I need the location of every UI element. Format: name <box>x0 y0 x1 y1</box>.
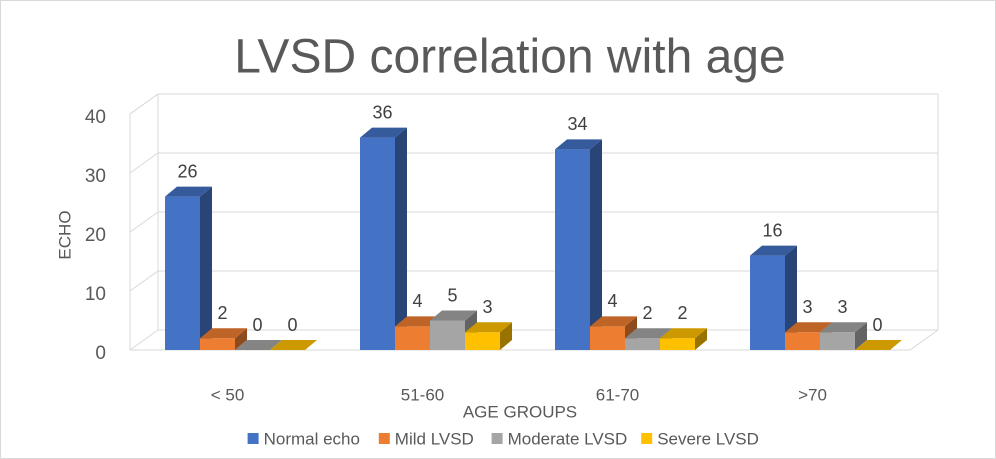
legend-label: Mild LVSD <box>395 429 474 448</box>
grid-line <box>129 93 938 115</box>
legend-label: Severe LVSD <box>657 429 759 448</box>
y-tick-label: 10 <box>85 284 106 305</box>
legend-swatch <box>247 433 259 444</box>
data-label: 16 <box>762 220 782 240</box>
bar <box>820 322 867 350</box>
bar-top <box>555 139 602 150</box>
data-label: 0 <box>872 315 882 335</box>
bar <box>360 127 407 350</box>
bar-front <box>360 137 395 350</box>
grid-line <box>129 270 938 292</box>
bar-front <box>625 338 660 350</box>
bar <box>855 340 902 350</box>
x-tick-label: < 50 <box>211 385 245 404</box>
bar-top <box>785 322 832 333</box>
bar-front <box>430 320 465 350</box>
data-label: 34 <box>567 114 587 134</box>
data-label: 3 <box>837 297 847 317</box>
data-label: 36 <box>372 102 392 122</box>
data-label: 2 <box>677 303 687 323</box>
bar-top <box>360 127 407 138</box>
bar-top <box>590 316 637 327</box>
data-label: 0 <box>252 315 262 335</box>
bar <box>660 328 707 350</box>
bar-top <box>855 340 902 350</box>
y-tick-label: 20 <box>85 225 106 246</box>
x-axis-label: AGE GROUPS <box>463 402 577 421</box>
legend-swatch <box>491 433 503 444</box>
legend-label: Normal echo <box>264 429 360 448</box>
bar-side <box>785 245 797 350</box>
bar <box>165 186 212 350</box>
bar-front <box>165 196 200 350</box>
bar-top <box>200 328 247 339</box>
bar-front <box>750 255 785 350</box>
bar-side <box>695 328 707 350</box>
bar-side <box>235 328 247 350</box>
bar <box>270 340 317 350</box>
chart-title: LVSD correlation with age <box>234 31 785 84</box>
data-label: 5 <box>447 285 457 305</box>
x-tick-label: 51-60 <box>401 385 444 404</box>
grid-line <box>129 211 938 233</box>
bar-side <box>590 139 602 350</box>
data-label: 26 <box>177 161 197 181</box>
data-label: 3 <box>482 297 492 317</box>
bar-side <box>200 186 212 350</box>
bar-front <box>590 326 625 350</box>
data-label: 3 <box>802 297 812 317</box>
y-axis-label: ECHO <box>55 210 74 259</box>
bar <box>555 139 602 350</box>
bar-top <box>465 322 512 333</box>
bar-top <box>430 310 477 321</box>
data-label: 2 <box>217 303 227 323</box>
bar-front <box>555 149 590 350</box>
legend-swatch <box>378 433 390 444</box>
bar-top <box>750 245 797 256</box>
legend-label: Moderate LVSD <box>508 429 628 448</box>
bar <box>750 245 797 350</box>
bar-front <box>395 326 430 350</box>
bar <box>465 322 512 350</box>
data-label: 4 <box>412 291 422 311</box>
y-tick-label: 40 <box>85 107 106 128</box>
bar-top <box>820 322 867 333</box>
bar-front <box>660 338 695 350</box>
bar-front <box>200 338 235 350</box>
bar-front <box>465 332 500 350</box>
legend-swatch <box>641 433 653 444</box>
data-label: 4 <box>607 291 617 311</box>
x-tick-label: >70 <box>798 385 827 404</box>
y-tick-label: 30 <box>85 166 106 187</box>
bar <box>200 328 247 350</box>
data-label: 0 <box>287 315 297 335</box>
grid-line <box>129 152 938 174</box>
bar-top <box>235 340 282 350</box>
bar <box>235 340 282 350</box>
bar-side <box>395 127 407 350</box>
bar-side <box>500 322 512 350</box>
bar-top <box>660 328 707 339</box>
bar-front <box>820 332 855 350</box>
bar-top <box>270 340 317 350</box>
data-label: 2 <box>642 303 652 323</box>
bar-top <box>165 186 212 197</box>
bar-top <box>625 328 672 339</box>
bar-front <box>785 332 820 350</box>
y-tick-label: 0 <box>95 343 106 364</box>
x-tick-label: 61-70 <box>596 385 639 404</box>
bar-side <box>855 322 867 350</box>
